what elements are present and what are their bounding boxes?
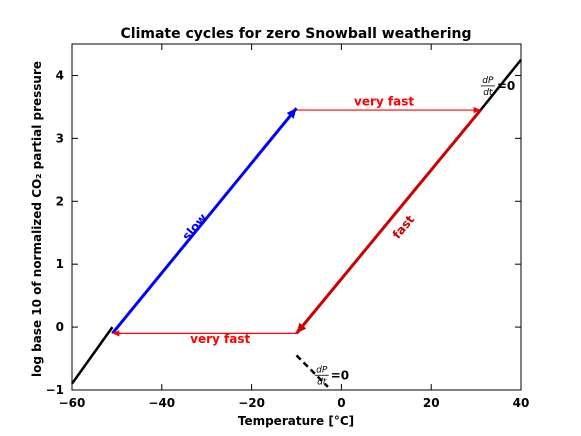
y-tick-label: 3 (56, 131, 64, 145)
fraction-numerator: dP (316, 365, 328, 375)
series-layer (70, 58, 522, 388)
label-slow: slow (179, 211, 209, 243)
y-tick-label: −1 (46, 383, 64, 397)
equilibrium-line (479, 58, 522, 111)
label-very-fast: very fast (190, 332, 250, 346)
x-tick-label: 0 (337, 396, 345, 410)
arrow-head (296, 322, 307, 334)
equilibrium-line (295, 354, 329, 388)
y-axis-label: log base 10 of normalized CO₂ partial pr… (30, 61, 44, 377)
equals-zero-label: =0 (497, 79, 515, 93)
chart-title: Climate cycles for zero Snowball weather… (121, 26, 472, 42)
x-tick-label: 20 (423, 396, 440, 410)
y-tick-label: 2 (56, 194, 64, 208)
y-tick-label: 1 (56, 257, 64, 271)
equilibrium-label: dP dt =0 (314, 365, 349, 387)
fraction-denominator: dt (483, 88, 493, 98)
arrow-head (473, 106, 481, 114)
fraction-denominator: dt (317, 377, 327, 387)
y-tick-label: 4 (56, 68, 64, 82)
x-axis-ticks: −60 −40 −20 0 20 40 (59, 44, 530, 410)
equilibrium-label: dP dt =0 (480, 76, 515, 98)
arrow-head (112, 330, 120, 337)
x-tick-label: −60 (59, 396, 86, 410)
arrow-fast (295, 109, 482, 335)
equals-zero-label: =0 (331, 368, 349, 382)
y-tick-label: 0 (56, 320, 64, 334)
x-axis-label: Temperature [°C] (238, 414, 354, 428)
fraction-numerator: dP (482, 76, 494, 86)
label-very-fast: very fast (354, 95, 414, 109)
x-tick-label: 40 (513, 396, 530, 410)
arrow-head (286, 108, 297, 119)
plot-frame (71, 43, 522, 391)
x-tick-label: −40 (148, 396, 175, 410)
equilibrium-line (70, 326, 114, 385)
x-tick-label: −20 (238, 396, 265, 410)
y-axis-ticks: −1 0 1 2 3 4 (46, 68, 521, 397)
arrow-slow (111, 107, 298, 335)
